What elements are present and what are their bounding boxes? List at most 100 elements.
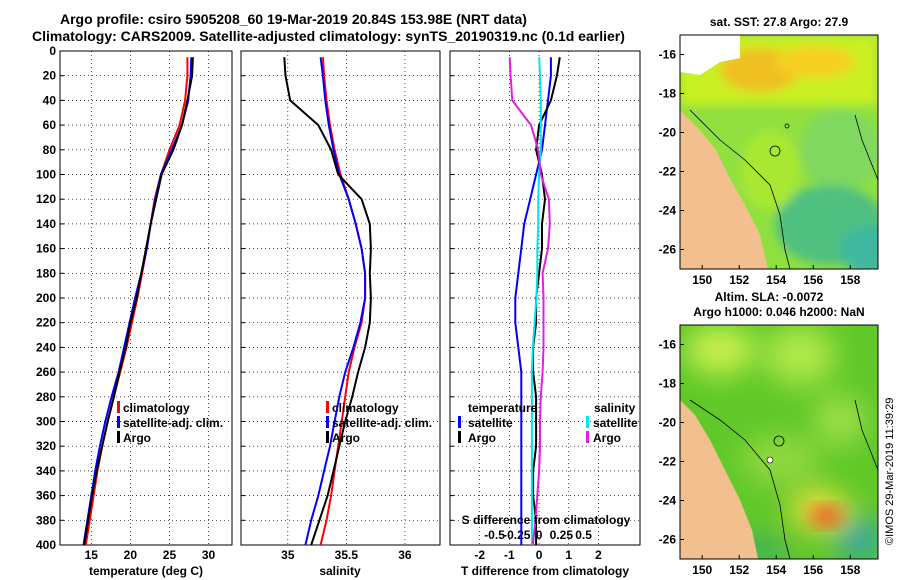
- salinity-legend-argo-swatch: [326, 431, 329, 443]
- difference-secondary-tick-label: -0.25: [503, 528, 531, 542]
- temperature-y-tick-label: 100: [36, 168, 56, 182]
- salinity-x-tick-label: 36: [398, 548, 412, 562]
- difference-x-tick-label: 0: [536, 548, 543, 562]
- temperature-y-tick-label: 220: [36, 316, 56, 330]
- sla-map-title: Altim. SLA: -0.0072: [715, 290, 824, 304]
- salinity-x-tick-label: 35: [281, 548, 295, 562]
- salinity-series-satellite-adj-clim-: [304, 57, 367, 546]
- temperature-y-tick-label: 60: [43, 118, 57, 132]
- sla-x-tick-label: 158: [840, 563, 860, 577]
- temperature-y-tick-label: 260: [36, 365, 56, 379]
- temperature-y-tick-label: 320: [36, 439, 56, 453]
- temperature-legend: climatology satellite-adj. clim. Argo: [117, 401, 223, 445]
- temperature-x-tick-label: 25: [163, 548, 177, 562]
- sst-isobath: [689, 109, 791, 269]
- sst-map: sat. SST: 27.8 Argo: 27.9 150 152 154 156 15…: [659, 15, 879, 287]
- salinity-legend: climatology satellite-adj. clim. Argo: [326, 401, 432, 445]
- sst-x-tick-label: 152: [729, 273, 749, 287]
- sst-map-frame: [679, 34, 879, 270]
- difference-legend-sal-satellite-swatch: [586, 416, 589, 428]
- figure-title-line2: Climatology: CARS2009. Satellite-adjuste…: [32, 28, 625, 44]
- temperature-x-tick-label: 30: [202, 548, 216, 562]
- sla-reef-outline: [854, 399, 878, 471]
- temperature-series-argo: [83, 57, 194, 546]
- difference-legend-temperature-title: temperature: [468, 401, 538, 415]
- temperature-y-tick-label: 120: [36, 192, 56, 206]
- difference-x-label: T difference from climatology: [461, 564, 629, 578]
- sla-high-nw: [685, 325, 755, 375]
- sla-mid: [740, 435, 820, 485]
- temperature-axes-frame: [59, 50, 233, 546]
- sla-low-southeast: [835, 518, 878, 559]
- temperature-x-tick-label: 20: [124, 548, 138, 562]
- sst-y-tick-label: -18: [659, 87, 677, 101]
- sla-map: Altim. SLA: -0.0072 Argo h1000: 0.046 h2…: [659, 290, 879, 577]
- temperature-legend-climatology-swatch: [117, 401, 120, 413]
- sla-y-tick-label: -18: [659, 377, 677, 391]
- difference-x-tick-label: 1: [565, 548, 572, 562]
- difference-legend-sal-argo-swatch: [586, 431, 589, 443]
- difference-legend-salinity-title: salinity: [594, 401, 636, 415]
- sla-map-frame: [679, 324, 879, 560]
- difference-series-temperature-satellite: [514, 57, 552, 545]
- imos-credit: ©IMOS 29-Mar-2019 11:39:29: [884, 398, 896, 545]
- difference-legend-temp-satellite-swatch: [458, 416, 461, 428]
- difference-legend-temp-argo: Argo: [468, 431, 496, 445]
- sst-y-tick-label: -24: [659, 204, 677, 218]
- salinity-series-climatology: [319, 57, 367, 546]
- salinity-legend-satellite: satellite-adj. clim.: [332, 416, 432, 430]
- temperature-y-tick-label: 400: [36, 538, 56, 552]
- sst-x-tick-label: 154: [766, 273, 786, 287]
- sla-islet: [766, 456, 774, 464]
- temperature-y-tick-label: 160: [36, 242, 56, 256]
- sst-y-tick-label: -20: [659, 126, 677, 140]
- difference-x-tick-label: -1: [504, 548, 515, 562]
- sst-y-tick-label: -22: [659, 165, 677, 179]
- temperature-y-tick-label: 240: [36, 340, 56, 354]
- salinity-x-tick-label: 35.5: [335, 548, 359, 562]
- temperature-legend-satellite: satellite-adj. clim.: [123, 416, 223, 430]
- temperature-y-tick-label: 20: [43, 69, 57, 83]
- difference-legend-sal-satellite: satellite: [593, 416, 638, 430]
- temperature-y-tick-label: 140: [36, 217, 56, 231]
- sla-y-tick-label: -26: [659, 533, 677, 547]
- sla-y-tick-label: -22: [659, 455, 677, 469]
- temperature-y-tick-label: 360: [36, 489, 56, 503]
- temperature-y-tick-label: 280: [36, 390, 56, 404]
- sla-hot-eddy: [810, 506, 842, 526]
- temperature-panel: 0 20 40 60 80 100 120 140 160 180 200 220 240 260 280 3…: [36, 44, 233, 578]
- figure-title-line1: Argo profile: csiro 5905208_60 19-Mar-20…: [60, 11, 527, 27]
- sst-y-tick-label: -16: [659, 48, 677, 62]
- difference-secondary-x-label: S difference from climatology: [462, 513, 631, 527]
- difference-secondary-tick-label: 0.25: [550, 528, 574, 542]
- temperature-x-label: temperature (deg C): [89, 564, 203, 578]
- temperature-y-tick-label: 80: [43, 143, 57, 157]
- sst-reef-outline: [854, 114, 878, 181]
- temperature-x-tick-label: 15: [85, 548, 99, 562]
- sla-x-tick-label: 154: [766, 563, 786, 577]
- salinity-legend-climatology-swatch: [326, 401, 329, 413]
- sla-y-tick-label: -16: [659, 338, 677, 352]
- temperature-y-tick-label: 340: [36, 464, 56, 478]
- sst-map-title: sat. SST: 27.8 Argo: 27.9: [710, 15, 849, 29]
- sst-cool-patch: [800, 110, 878, 190]
- sst-y-tick-label: -26: [659, 243, 677, 257]
- salinity-x-label: salinity: [319, 564, 361, 578]
- temperature-legend-satellite-swatch: [117, 416, 120, 428]
- sst-land: [680, 110, 768, 269]
- salinity-axes-frame: [240, 50, 441, 546]
- difference-secondary-tick-label: -0.5: [484, 528, 505, 542]
- sst-missing-data: [680, 35, 740, 75]
- sst-x-tick-label: 150: [692, 273, 712, 287]
- temperature-y-tick-label: 200: [36, 291, 56, 305]
- temperature-legend-climatology: climatology: [123, 401, 190, 415]
- salinity-series-argo: [283, 57, 372, 546]
- difference-legend-temp-argo-swatch: [458, 431, 461, 443]
- salinity-legend-satellite-swatch: [326, 416, 329, 428]
- sst-x-tick-label: 156: [803, 273, 823, 287]
- salinity-legend-climatology: climatology: [332, 401, 399, 415]
- temperature-y-tick-label: 0: [49, 44, 56, 58]
- sla-x-tick-label: 150: [692, 563, 712, 577]
- sst-hot-patch-east: [775, 46, 855, 78]
